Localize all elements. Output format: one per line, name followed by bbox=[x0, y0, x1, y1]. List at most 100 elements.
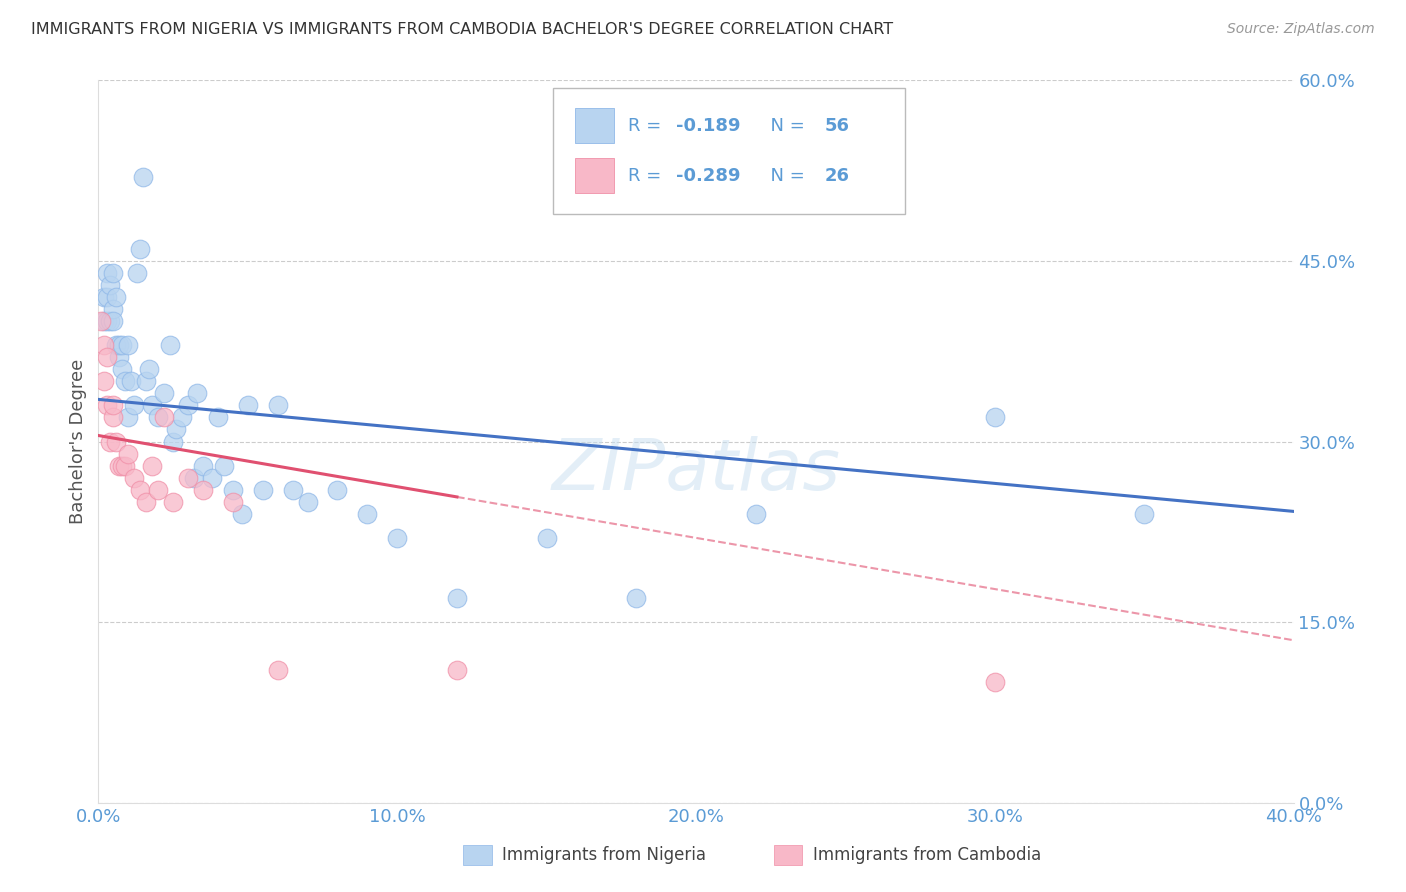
Point bbox=[281, 483, 304, 497]
Point bbox=[103, 314, 125, 328]
Point bbox=[356, 507, 378, 521]
Text: 56: 56 bbox=[825, 117, 851, 135]
Point bbox=[212, 458, 235, 473]
Point bbox=[127, 266, 149, 280]
Text: -0.189: -0.189 bbox=[676, 117, 740, 135]
Point bbox=[129, 483, 152, 497]
FancyBboxPatch shape bbox=[575, 158, 613, 193]
Point bbox=[105, 434, 128, 449]
Point bbox=[103, 398, 125, 412]
Point bbox=[93, 314, 115, 328]
Point bbox=[267, 398, 290, 412]
Text: Source: ZipAtlas.com: Source: ZipAtlas.com bbox=[1227, 22, 1375, 37]
FancyBboxPatch shape bbox=[553, 87, 905, 214]
Point bbox=[745, 507, 768, 521]
Point bbox=[105, 338, 128, 352]
Point bbox=[93, 374, 115, 388]
Point bbox=[153, 410, 176, 425]
Point bbox=[114, 458, 136, 473]
Point bbox=[120, 374, 142, 388]
Point bbox=[183, 470, 205, 484]
Point bbox=[141, 458, 163, 473]
Text: Immigrants from Cambodia: Immigrants from Cambodia bbox=[813, 846, 1042, 863]
Point bbox=[297, 494, 319, 508]
Point bbox=[191, 483, 214, 497]
Point bbox=[626, 591, 648, 605]
Point bbox=[93, 290, 115, 304]
Point bbox=[172, 410, 194, 425]
Point bbox=[96, 314, 118, 328]
Point bbox=[90, 314, 112, 328]
Text: R =: R = bbox=[628, 117, 666, 135]
Point bbox=[191, 458, 214, 473]
Point bbox=[446, 664, 468, 678]
Point bbox=[159, 338, 181, 352]
Point bbox=[129, 242, 152, 256]
Point bbox=[1133, 507, 1156, 521]
Point bbox=[252, 483, 274, 497]
Point bbox=[117, 338, 139, 352]
Point bbox=[103, 301, 125, 317]
Point bbox=[103, 266, 125, 280]
Point bbox=[132, 169, 155, 184]
Point bbox=[385, 531, 409, 545]
Point bbox=[93, 338, 115, 352]
Point bbox=[148, 410, 170, 425]
Point bbox=[222, 494, 245, 508]
Point bbox=[984, 410, 1007, 425]
Point bbox=[117, 446, 139, 460]
Point bbox=[114, 374, 136, 388]
Point bbox=[138, 362, 160, 376]
Point bbox=[326, 483, 349, 497]
Point bbox=[536, 531, 558, 545]
Point bbox=[96, 350, 118, 364]
Point bbox=[96, 266, 118, 280]
Text: N =: N = bbox=[759, 167, 811, 185]
Point bbox=[446, 591, 468, 605]
Point bbox=[103, 410, 125, 425]
Point bbox=[98, 277, 122, 292]
Point bbox=[201, 470, 224, 484]
Point bbox=[236, 398, 259, 412]
Point bbox=[96, 290, 118, 304]
Y-axis label: Bachelor's Degree: Bachelor's Degree bbox=[69, 359, 87, 524]
Point bbox=[141, 398, 163, 412]
Point bbox=[111, 338, 134, 352]
Point bbox=[135, 374, 157, 388]
Text: N =: N = bbox=[759, 117, 811, 135]
Point bbox=[98, 434, 122, 449]
Point bbox=[165, 422, 187, 436]
Text: 26: 26 bbox=[825, 167, 851, 185]
Text: R =: R = bbox=[628, 167, 666, 185]
Point bbox=[124, 398, 146, 412]
FancyBboxPatch shape bbox=[575, 109, 613, 143]
Point bbox=[267, 664, 290, 678]
Point bbox=[162, 494, 184, 508]
Point bbox=[153, 386, 176, 401]
Point bbox=[148, 483, 170, 497]
Point bbox=[135, 494, 157, 508]
Text: Immigrants from Nigeria: Immigrants from Nigeria bbox=[502, 846, 706, 863]
Point bbox=[96, 398, 118, 412]
Point bbox=[117, 410, 139, 425]
Point bbox=[207, 410, 229, 425]
Point bbox=[108, 458, 131, 473]
Point bbox=[984, 675, 1007, 690]
Point bbox=[105, 290, 128, 304]
Point bbox=[177, 398, 200, 412]
Point bbox=[186, 386, 208, 401]
Point bbox=[162, 434, 184, 449]
Point bbox=[124, 470, 146, 484]
Point bbox=[177, 470, 200, 484]
FancyBboxPatch shape bbox=[773, 845, 803, 865]
Text: -0.289: -0.289 bbox=[676, 167, 740, 185]
FancyBboxPatch shape bbox=[463, 845, 492, 865]
Point bbox=[231, 507, 253, 521]
Point bbox=[98, 314, 122, 328]
Point bbox=[108, 338, 131, 352]
Point bbox=[222, 483, 245, 497]
Text: IMMIGRANTS FROM NIGERIA VS IMMIGRANTS FROM CAMBODIA BACHELOR'S DEGREE CORRELATIO: IMMIGRANTS FROM NIGERIA VS IMMIGRANTS FR… bbox=[31, 22, 893, 37]
Text: ZIPatlas: ZIPatlas bbox=[551, 436, 841, 505]
Point bbox=[108, 350, 131, 364]
Point bbox=[111, 362, 134, 376]
